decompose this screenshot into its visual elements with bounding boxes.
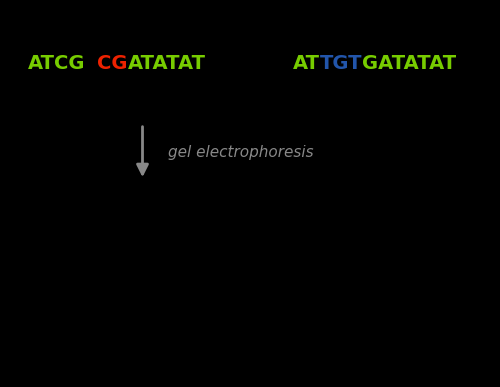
Text: GATATAT: GATATAT [362,54,456,74]
Text: gel electrophoresis: gel electrophoresis [168,146,313,160]
Text: TGT: TGT [320,54,362,74]
Text: ATATAT: ATATAT [128,54,206,74]
Text: CG: CG [98,54,128,74]
Text: ATCG: ATCG [28,54,85,74]
Text: AT: AT [292,54,320,74]
